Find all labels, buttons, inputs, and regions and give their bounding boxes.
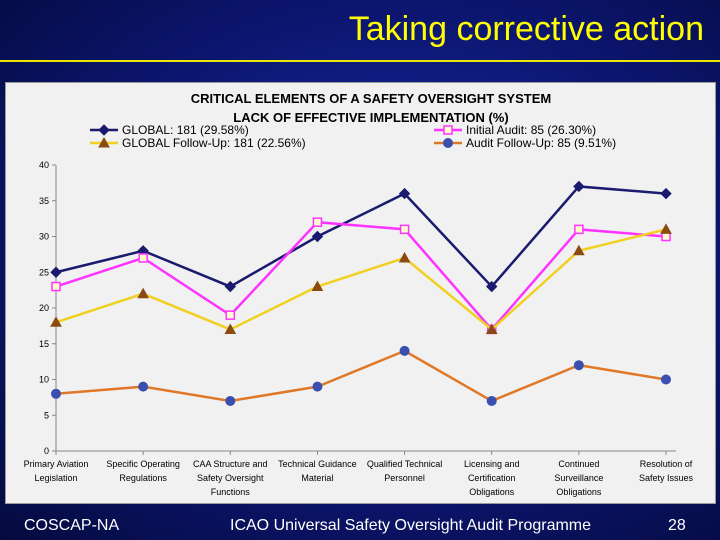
x-tick-label: Material	[301, 473, 333, 483]
x-tick-label: Primary Aviation	[24, 459, 89, 469]
footer-organization: COSCAP-NA	[24, 517, 120, 534]
x-tick-label: Technical Guidance	[278, 459, 357, 469]
data-point	[661, 374, 671, 385]
data-point	[50, 266, 62, 278]
title-divider	[0, 60, 720, 62]
data-point	[224, 280, 236, 293]
x-tick-label: Functions	[211, 487, 251, 497]
x-tick-label: Obligations	[556, 487, 602, 497]
data-point	[51, 388, 61, 399]
x-tick-label: Obligations	[469, 487, 515, 497]
x-tick-label: Licensing and	[464, 459, 520, 469]
chart-title: CRITICAL ELEMENTS OF A SAFETY OVERSIGHT …	[191, 91, 551, 106]
y-tick-label: 30	[39, 232, 49, 242]
data-point	[50, 316, 62, 327]
data-point	[574, 224, 584, 235]
chart-panel: CRITICAL ELEMENTS OF A SAFETY OVERSIGHT …	[5, 82, 716, 504]
data-point	[312, 381, 323, 392]
data-point	[311, 280, 324, 292]
legend-label: GLOBAL Follow-Up: 181 (22.56%)	[122, 136, 306, 150]
y-tick-label: 15	[39, 339, 49, 349]
series-line	[55, 349, 667, 403]
data-point	[573, 360, 584, 371]
data-point	[225, 395, 236, 406]
legend-marker	[98, 124, 110, 136]
data-point	[225, 310, 236, 320]
x-tick-label: Regulations	[119, 473, 167, 483]
x-tick-label: Safety Oversight	[197, 473, 264, 483]
data-point	[311, 230, 324, 243]
footer-programme: ICAO Universal Safety Oversight Audit Pr…	[230, 517, 592, 534]
data-point	[399, 345, 410, 356]
data-point	[660, 187, 672, 200]
x-tick-label: Qualified Technical	[367, 459, 442, 469]
data-point	[138, 381, 149, 392]
legend-label: GLOBAL: 181 (29.58%)	[122, 123, 249, 137]
y-tick-label: 25	[39, 267, 49, 277]
y-tick-label: 0	[44, 446, 49, 456]
x-tick-label: Resolution of	[640, 459, 693, 469]
data-point	[399, 224, 410, 235]
series-line	[55, 220, 667, 332]
y-tick-label: 40	[39, 160, 49, 170]
data-point	[398, 251, 411, 263]
y-tick-label: 20	[39, 303, 49, 313]
x-tick-label: Specific Operating	[106, 459, 180, 469]
data-point	[224, 323, 237, 334]
series-line	[55, 228, 667, 332]
legend-label: Initial Audit: 85 (26.30%)	[466, 123, 596, 137]
chart-subtitle: LACK OF EFFECTIVE IMPLEMENTATION (%)	[233, 110, 508, 125]
x-tick-label: Personnel	[384, 473, 425, 483]
x-tick-label: Legislation	[34, 473, 77, 483]
y-tick-label: 35	[39, 196, 49, 206]
data-point	[51, 281, 61, 292]
page-number: 28	[668, 517, 686, 534]
data-point	[137, 287, 149, 299]
legend-label: Audit Follow-Up: 85 (9.51%)	[466, 136, 616, 150]
data-point	[138, 253, 148, 263]
x-tick-label: Surveillance	[554, 473, 603, 483]
data-point	[486, 280, 498, 293]
legend-marker	[443, 138, 453, 148]
x-tick-label: Certification	[468, 473, 516, 483]
series-line	[55, 185, 667, 289]
data-point	[398, 187, 411, 200]
data-point	[486, 395, 497, 406]
data-point	[573, 244, 585, 256]
data-point	[485, 323, 498, 334]
legend-marker	[443, 125, 453, 135]
y-tick-label: 5	[44, 410, 49, 420]
legend-marker	[98, 136, 110, 148]
data-point	[660, 223, 672, 234]
slide-title: Taking corrective action	[348, 10, 704, 48]
line-chart: CRITICAL ELEMENTS OF A SAFETY OVERSIGHT …	[24, 91, 694, 497]
x-tick-label: Continued	[558, 459, 599, 469]
data-point	[573, 180, 585, 193]
x-tick-label: Safety Issues	[639, 473, 694, 483]
data-point	[312, 217, 323, 227]
y-tick-label: 10	[39, 375, 49, 385]
x-tick-label: CAA Structure and	[193, 459, 268, 469]
